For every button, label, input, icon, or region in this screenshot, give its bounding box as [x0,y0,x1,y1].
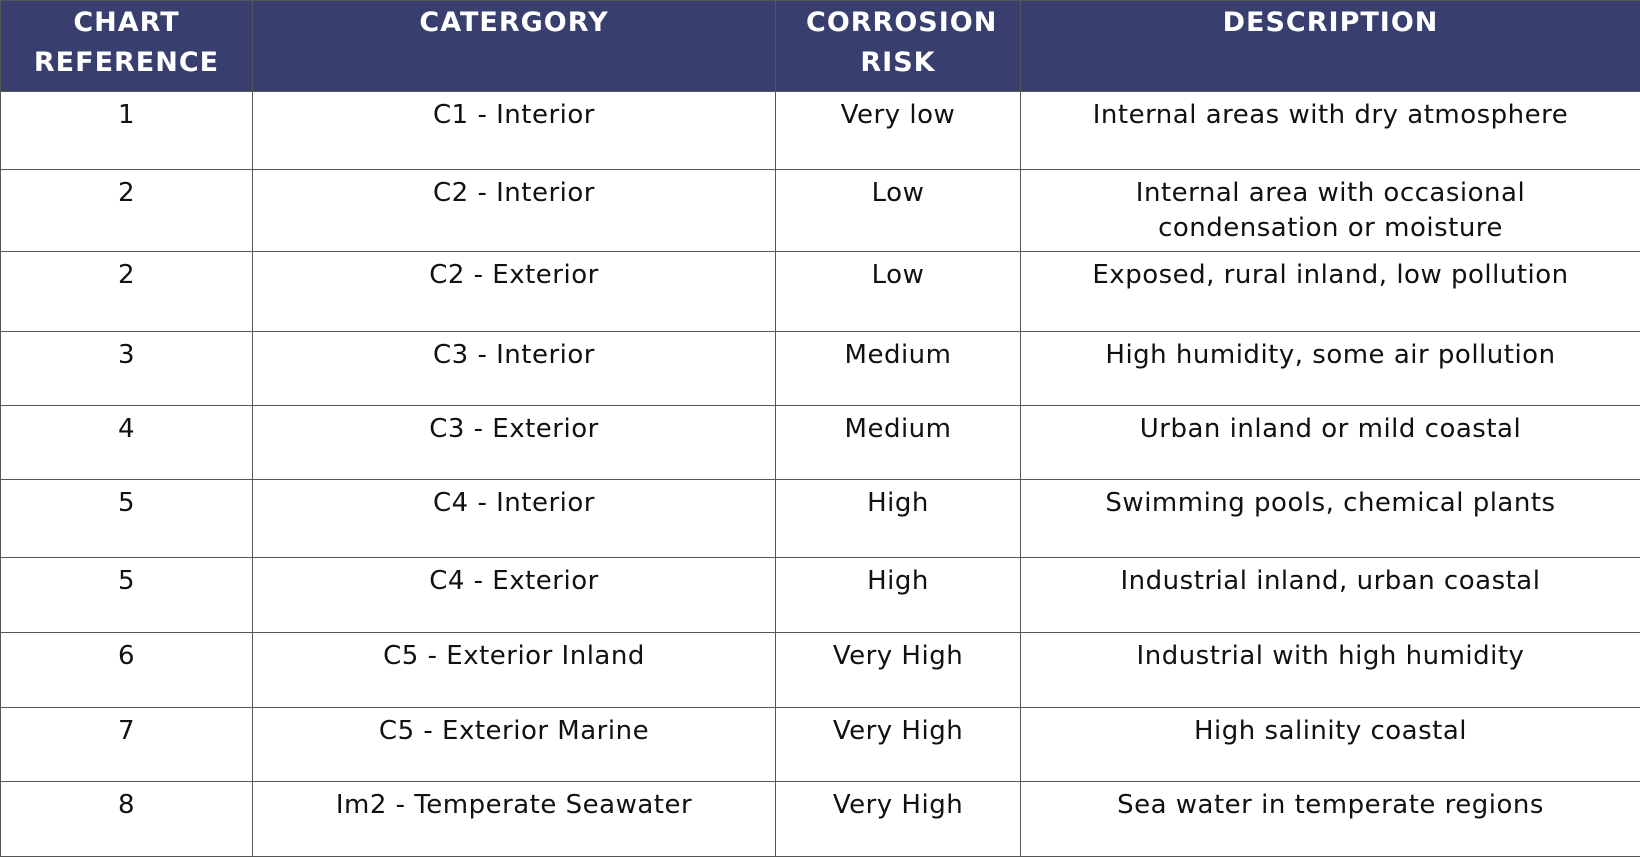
table-cell: Sea water in temperate regions [1021,782,1640,857]
table-cell: High salinity coastal [1021,708,1640,782]
table-cell: Very High [776,782,1021,857]
table-cell: 2 [1,170,253,252]
header-cell: DESCRIPTION [1021,1,1640,92]
table-cell: 1 [1,92,253,170]
header-cell: CHART REFERENCE [1,1,253,92]
table-cell: 7 [1,708,253,782]
table-cell: C2 - Interior [253,170,776,252]
table-cell: C5 - Exterior Inland [253,633,776,708]
table-cell: C3 - Interior [253,332,776,406]
table-cell: 6 [1,633,253,708]
table-cell: High humidity, some air pollution [1021,332,1640,406]
table-cell: 4 [1,406,253,480]
table-cell: Urban inland or mild coastal [1021,406,1640,480]
header-cell: CORROSION RISK [776,1,1021,92]
table-cell: Internal area with occasional condensati… [1021,170,1640,252]
table-cell: C4 - Exterior [253,558,776,633]
header-cell: CATERGORY [253,1,776,92]
table-cell: Swimming pools, chemical plants [1021,480,1640,558]
table-cell: C5 - Exterior Marine [253,708,776,782]
table-cell: 5 [1,480,253,558]
table-cell: C2 - Exterior [253,252,776,332]
table-cell: 8 [1,782,253,857]
table-cell: Medium [776,406,1021,480]
table-cell: Very low [776,92,1021,170]
table-cell: Exposed, rural inland, low pollution [1021,252,1640,332]
table-cell: Medium [776,332,1021,406]
table-cell: 2 [1,252,253,332]
table-cell: C3 - Exterior [253,406,776,480]
table-cell: Internal areas with dry atmosphere [1021,92,1640,170]
table-cell: High [776,558,1021,633]
table-cell: 3 [1,332,253,406]
table-cell: C4 - Interior [253,480,776,558]
table-cell: Low [776,252,1021,332]
header-row: CHART REFERENCE CATERGORY CORROSION RISK… [1,1,1640,92]
table-cell: Very High [776,633,1021,708]
table-cell: Industrial inland, urban coastal [1021,558,1640,633]
table-cell: High [776,480,1021,558]
table-cell: Low [776,170,1021,252]
table-cell: 5 [1,558,253,633]
table-cell: C1 - Interior [253,92,776,170]
table-cell: Im2 - Temperate Seawater [253,782,776,857]
table-cell: Industrial with high humidity [1021,633,1640,708]
table-cell: Very High [776,708,1021,782]
